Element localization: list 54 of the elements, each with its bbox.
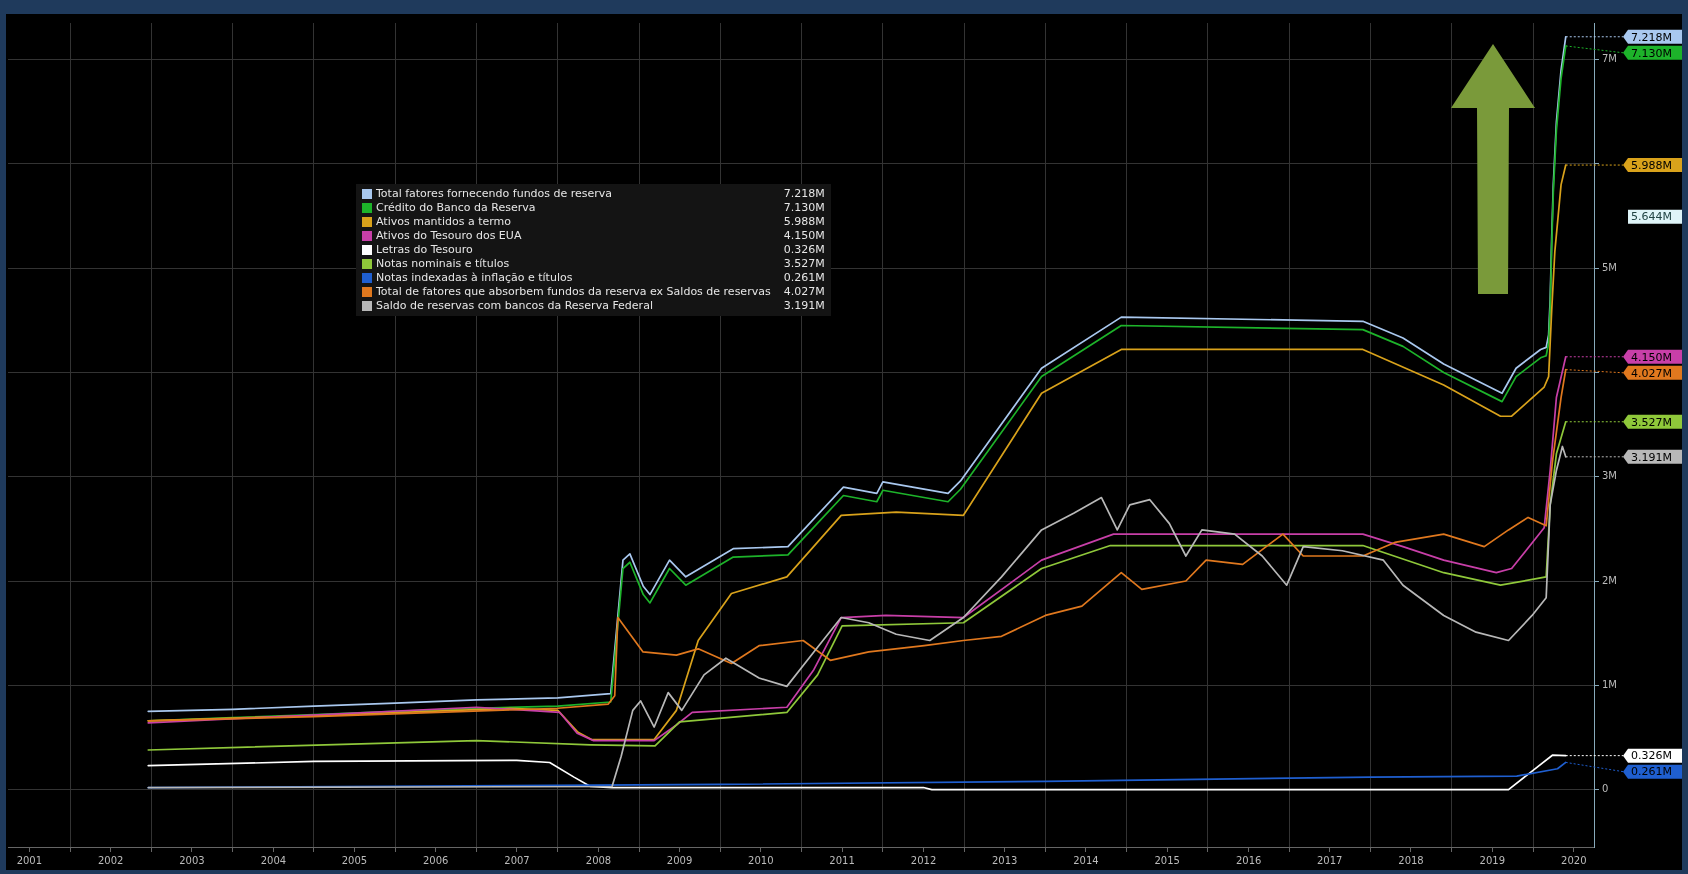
x-tick-label: 2008 [585,854,612,866]
x-tick-label: 2017 [1316,854,1343,866]
annotation: 4.150M [1631,350,1672,364]
x-tick-label: 2007 [504,854,530,866]
x-tick-label: 2012 [910,854,937,866]
text: 3.191M [783,299,825,312]
x-tick-label: 2015 [1154,854,1180,866]
legend-label: Notas indexadas à inflação e títulos [376,271,574,285]
y-tick-label: 0 [1602,783,1609,795]
x-tick-label: 2006 [423,854,449,866]
text: 5.644M [1631,210,1672,224]
x-tick-label: 2018 [1398,854,1424,866]
text: 0.261M [783,271,825,284]
annotation: 5.988M [1631,158,1672,172]
annotation: 0.261M [1631,765,1672,779]
annotation: 0.326M [1631,749,1672,763]
x-tick-label: 2013 [991,854,1018,866]
legend-label: Ativos mantidos a termo [376,215,512,229]
text: 4.150M [783,229,825,242]
annotation: 4.027M [1631,366,1672,380]
legend-label: Total fatores fornecendo fundos de reserva [376,187,614,201]
text: 3.527M [783,257,825,270]
legend-label: Saldo de reservas com bancos da Reserva Federal [376,299,654,313]
annotation: 7.218M [1631,30,1672,44]
x-tick-label: 2002 [97,854,124,866]
x-tick-label: 2003 [179,854,205,866]
legend-label: Crédito do Banco da Reserva [376,201,537,215]
x-tick-label: 2016 [1235,854,1262,866]
legend-label: Ativos do Tesouro dos EUA [376,229,523,243]
text: 0.326M [783,243,825,256]
x-tick-label: 2014 [1073,854,1099,866]
x-tick-label: 2010 [748,854,774,866]
y-tick-label: 7M [1602,53,1618,65]
legend-label: Total de fatores que absorbem fundos da reserva ex Saldos de reservas [376,285,771,299]
legend-label: Letras do Tesouro [376,243,474,257]
text: 7.218M [783,187,825,200]
text: 7.130M [783,201,825,214]
annotation: 3.191M [1631,450,1672,464]
x-tick-label: 2011 [829,854,855,866]
y-tick-label: 1M [1602,678,1618,690]
x-tick-label: 2009 [666,854,693,866]
annotation: 3.527M [1631,415,1672,429]
legend-label: Notas nominais e títulos [376,257,511,271]
x-tick-label: 2020 [1561,854,1587,866]
x-tick-label: 2019 [1479,854,1505,866]
x-tick-label: 2001 [16,854,43,866]
y-tick-label: 2M [1602,574,1618,586]
y-tick-label: 5M [1602,261,1618,273]
annotation: 7.130M [1631,46,1672,60]
text: 4.027M [783,285,825,298]
x-tick-label: 2005 [341,854,368,866]
y-tick-label: 3M [1602,470,1618,482]
text: 5.988M [783,215,825,228]
x-tick-label: 2004 [260,854,287,866]
